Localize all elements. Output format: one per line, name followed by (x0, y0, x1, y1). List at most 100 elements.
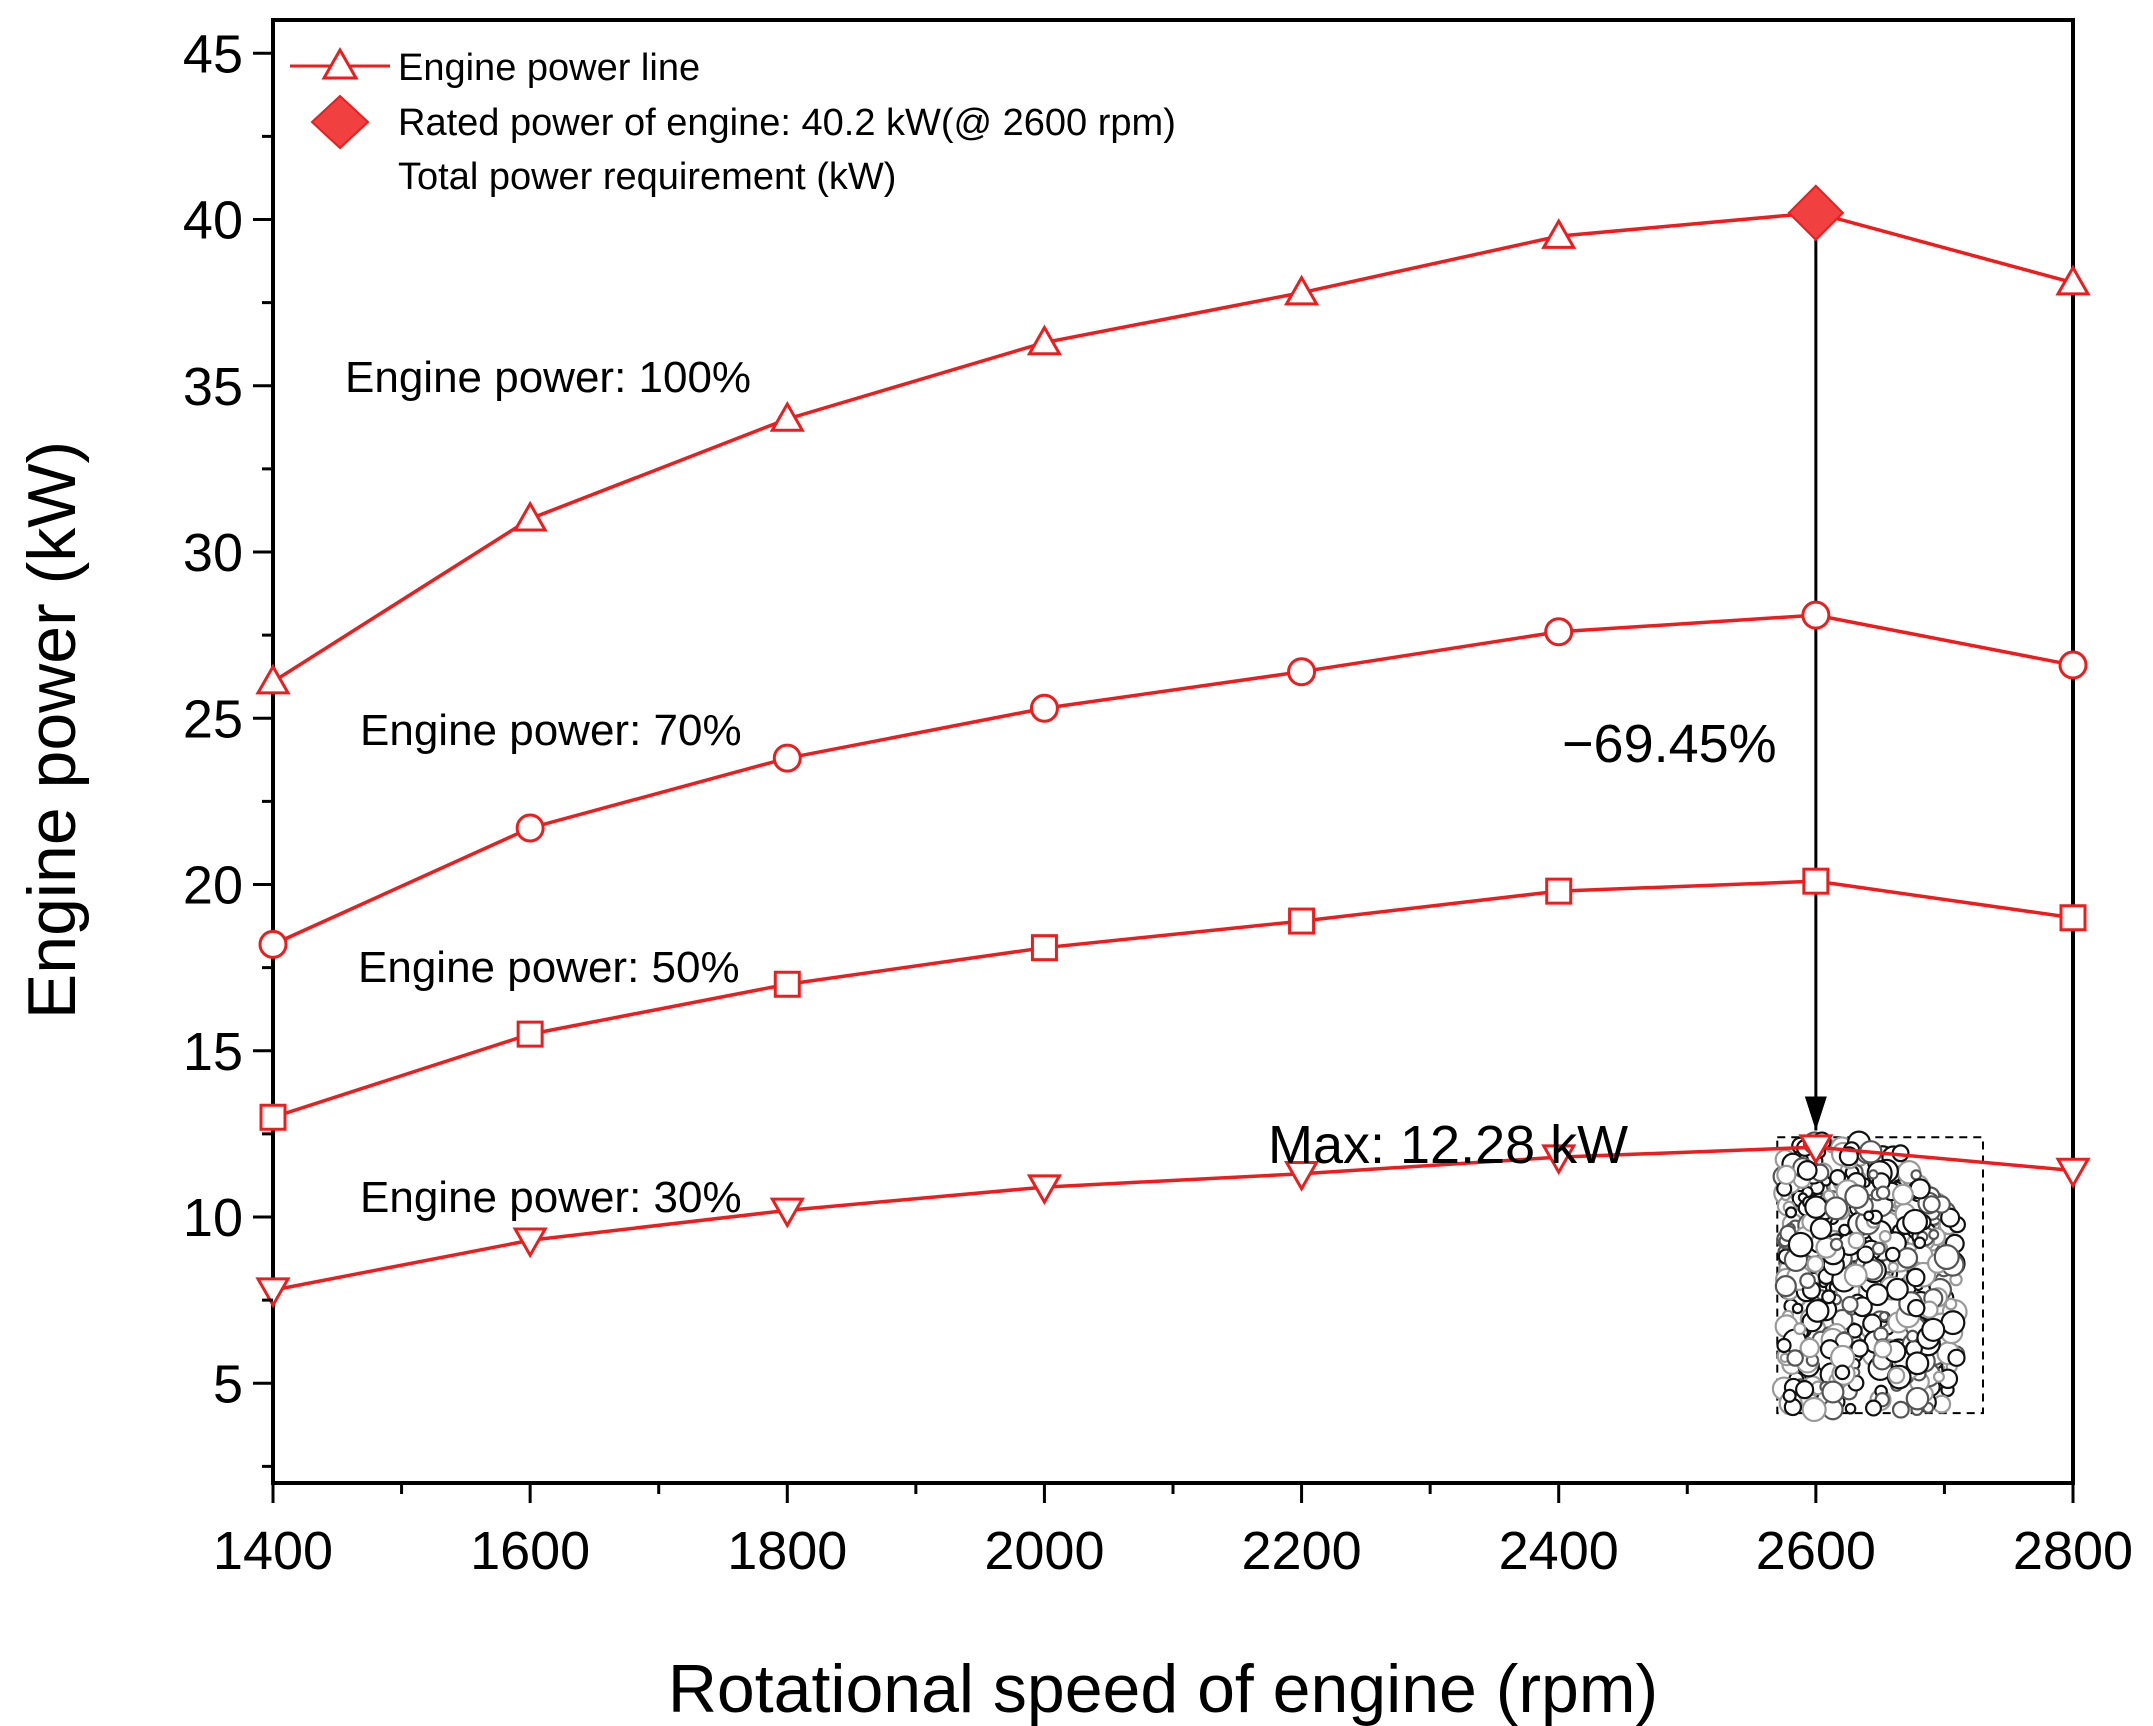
x-tick-label: 1800 (727, 1521, 847, 1581)
requirement-point (1885, 1277, 1909, 1301)
requirement-point (1776, 1337, 1792, 1354)
requirement-point (1805, 1299, 1830, 1323)
requirement-point (1928, 1229, 1940, 1241)
series-line-0 (272, 211, 2074, 684)
series-1-point (1544, 617, 1574, 647)
requirement-point (1864, 1399, 1882, 1417)
legend-diamond-marker (310, 94, 370, 150)
requirement-point (1921, 1317, 1946, 1342)
reduction-annotation: −69.45% (1562, 714, 1777, 774)
series-0-point (1541, 218, 1577, 249)
y-tick-label: 10 (183, 1188, 243, 1248)
series-2-point (1802, 867, 1830, 895)
requirement-point (1907, 1298, 1926, 1318)
axis-layer: 1400 1600 1800 2000 2200 2400 2600 2800 5 10 15 20 2… (183, 24, 2133, 1581)
x-tick-label: 2600 (1756, 1521, 1876, 1581)
requirement-point (1791, 1302, 1804, 1315)
y-tick-label: 40 (183, 191, 243, 251)
requirement-point (1905, 1386, 1930, 1411)
requirement-point (1863, 1210, 1875, 1222)
series-3-point (769, 1197, 805, 1229)
series-line-3 (272, 1145, 2074, 1292)
series-1-point (1801, 600, 1831, 630)
requirement-point (1947, 1348, 1966, 1367)
series-3-point (512, 1227, 548, 1259)
series-0-point (1026, 324, 1063, 356)
requirement-point (1824, 1196, 1849, 1221)
requirement-point (1843, 1263, 1868, 1288)
y-tick-label: 35 (183, 357, 243, 417)
y-tick-label: 30 (183, 523, 243, 583)
requirement-point (1878, 1230, 1892, 1243)
series-2-point (516, 1020, 544, 1048)
series-1-point (515, 813, 545, 843)
requirement-point (1847, 1231, 1866, 1250)
x-tick-label: 2200 (1242, 1521, 1362, 1581)
requirement-point (1940, 1207, 1961, 1228)
requirement-point (1871, 1241, 1886, 1256)
requirement-point (1793, 1322, 1807, 1336)
series-2-point (2059, 904, 2087, 932)
requirement-point (1799, 1272, 1816, 1290)
legend-label-engine-power-line: Engine power line (398, 47, 700, 89)
x-tick-label: 2000 (984, 1521, 1104, 1581)
series-2-point (773, 970, 801, 998)
rated-power-point (1787, 184, 1845, 242)
requirement-point (1821, 1380, 1845, 1404)
requirement-point (1787, 1231, 1814, 1258)
requirement-point (1944, 1297, 1958, 1311)
requirement-point (1809, 1217, 1833, 1240)
requirement-point (1884, 1246, 1901, 1263)
series-0-point (2055, 264, 2091, 296)
series-1-point (1029, 693, 1059, 723)
requirement-point (1838, 1223, 1851, 1237)
series-3-point (1798, 1134, 1834, 1166)
requirement-box (1776, 1136, 1985, 1415)
series-3-point (2055, 1157, 2091, 1189)
requirement-point (1841, 1295, 1859, 1314)
requirement-point (1887, 1366, 1906, 1385)
requirement-point (1821, 1289, 1837, 1305)
x-axis-title: Rotational speed of engine (rpm) (668, 1651, 1658, 1726)
requirement-point (1846, 1322, 1863, 1339)
requirement-point (1913, 1236, 1927, 1250)
series-0-point (769, 400, 805, 432)
requirement-point (1878, 1311, 1890, 1322)
reduction-arrow-head (1804, 1096, 1827, 1131)
y-tick-label: 15 (183, 1022, 243, 1082)
x-tick-label: 2400 (1499, 1521, 1619, 1581)
y-tick-label: 20 (183, 856, 243, 916)
requirement-point (1785, 1206, 1798, 1219)
requirement-point (1801, 1396, 1827, 1423)
legend: Engine power line Rated power of engine:… (290, 46, 1176, 198)
requirement-point (1844, 1402, 1857, 1415)
requirement-point (1796, 1160, 1818, 1181)
requirement-point (1896, 1247, 1919, 1269)
requirement-cloud-layer (1771, 1130, 1985, 1423)
series-3-point (1026, 1174, 1063, 1206)
requirement-point (1902, 1208, 1929, 1235)
requirement-point (1795, 1380, 1815, 1400)
requirement-point (1932, 1370, 1945, 1383)
requirement-point (1850, 1339, 1869, 1358)
x-tick-label: 2800 (2013, 1521, 2133, 1581)
requirement-point (1905, 1351, 1930, 1376)
requirement-point (1782, 1388, 1797, 1403)
requirement-point (1834, 1364, 1851, 1381)
series-0-point (512, 500, 548, 532)
requirement-point (1786, 1349, 1804, 1367)
requirement-point (1887, 1261, 1899, 1273)
legend-triangle-marker (321, 46, 359, 80)
requirement-point (1933, 1244, 1960, 1271)
requirement-point (1922, 1195, 1941, 1214)
requirement-point (1856, 1245, 1875, 1264)
requirement-point (1910, 1169, 1922, 1181)
requirement-point (1829, 1237, 1844, 1252)
requirement-point (1799, 1337, 1820, 1359)
requirement-point (1844, 1184, 1870, 1210)
requirement-point (1906, 1329, 1920, 1343)
x-tick-label: 1600 (470, 1521, 590, 1581)
requirement-point (1875, 1185, 1891, 1200)
series-label-50: Engine power: 50% (358, 943, 740, 992)
